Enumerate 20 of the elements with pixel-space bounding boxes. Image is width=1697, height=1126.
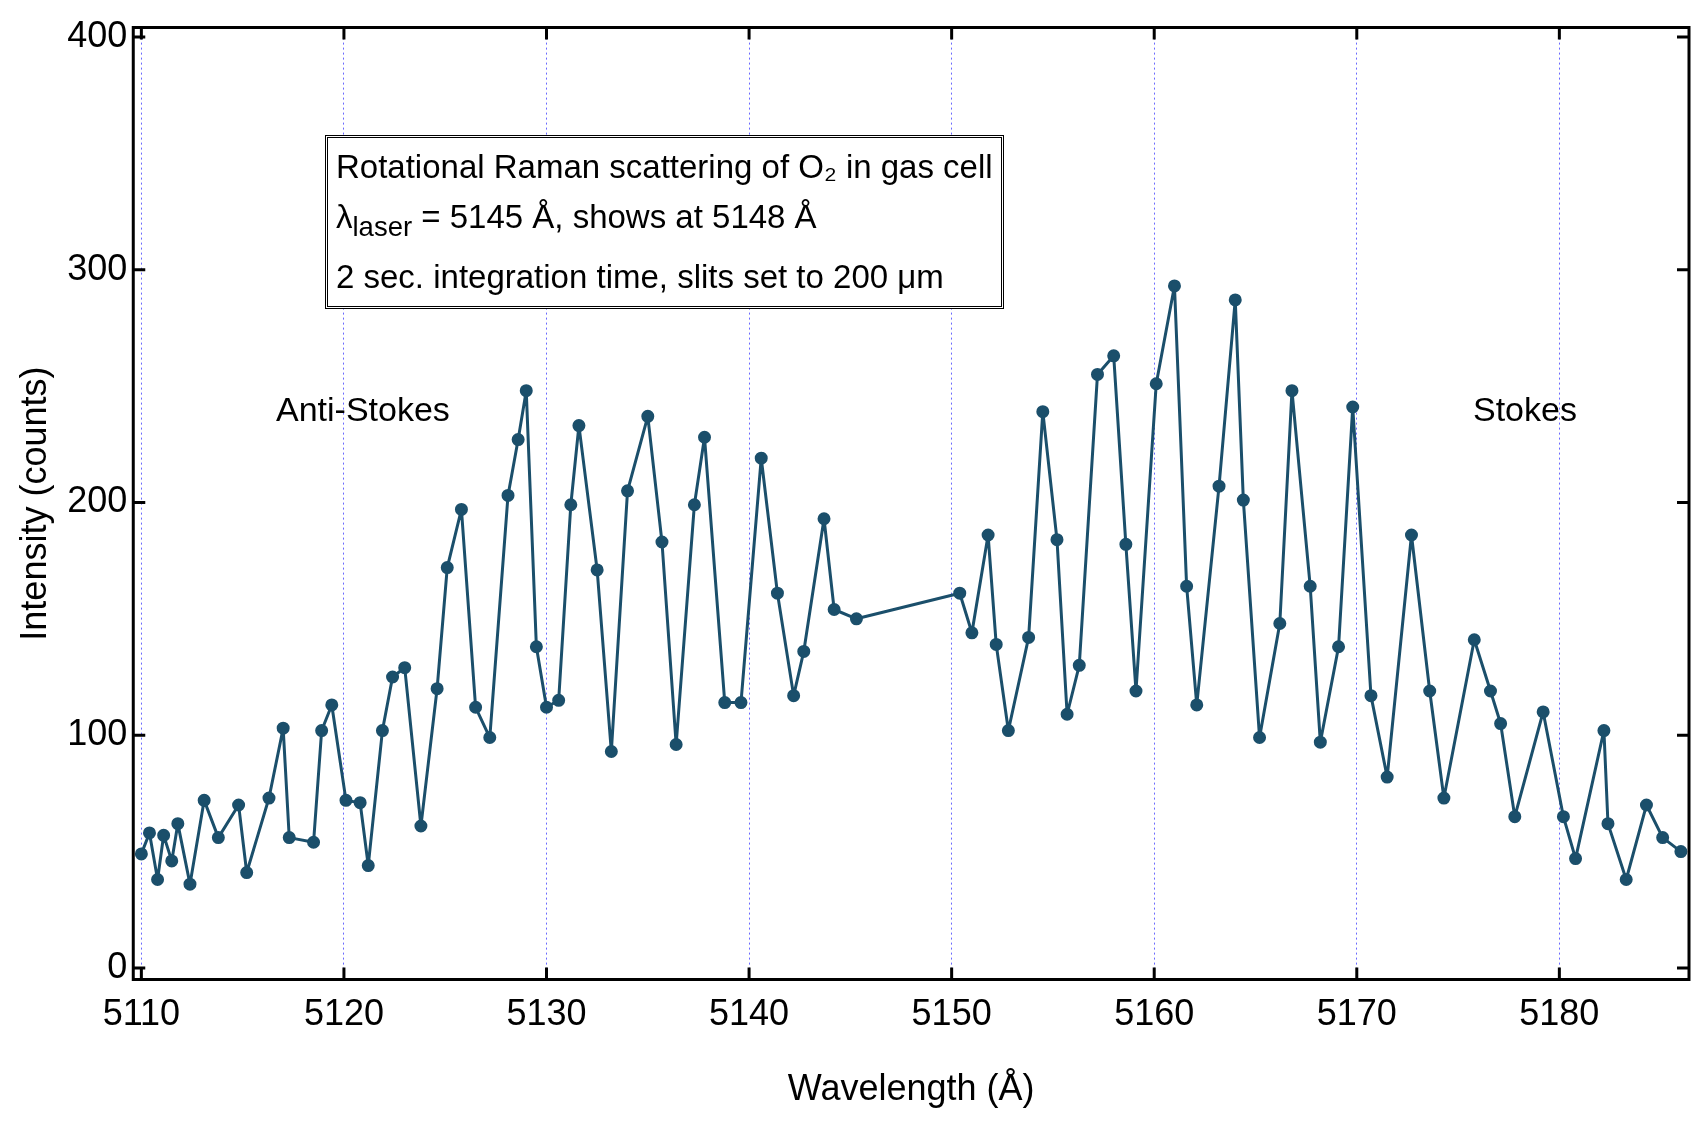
- y-tick-label: 300: [67, 246, 128, 288]
- x-tick-label: 5140: [709, 992, 790, 1034]
- x-tick-label: 5130: [506, 992, 587, 1034]
- x-axis-title: Wavelength (Å): [787, 1067, 1035, 1109]
- x-tick-label: 5110: [102, 992, 181, 1034]
- x-tick-label: 5160: [1114, 992, 1195, 1034]
- y-tick-label: 100: [67, 712, 128, 754]
- annotation: Anti-Stokes: [276, 390, 450, 429]
- y-tick-label: 200: [67, 479, 128, 521]
- annotation: 2 sec. integration time, slits set to 200 μm: [336, 256, 945, 297]
- y-tick-label: 400: [67, 13, 128, 55]
- y-tick-label: 0: [107, 944, 128, 986]
- y-axis-title: Intensity (counts): [12, 366, 54, 641]
- annotation: Rotational Raman scattering of O₂ in gas cell: [336, 147, 993, 187]
- annotation: Stokes: [1473, 390, 1577, 429]
- annotation: λ$_{laser}$ = 5145 Å, shows at 5148 Å: [336, 197, 818, 244]
- x-tick-label: 5170: [1316, 992, 1397, 1034]
- x-tick-label: 5180: [1519, 992, 1600, 1034]
- x-tick-label: 5150: [911, 992, 992, 1034]
- x-tick-label: 5120: [303, 992, 384, 1034]
